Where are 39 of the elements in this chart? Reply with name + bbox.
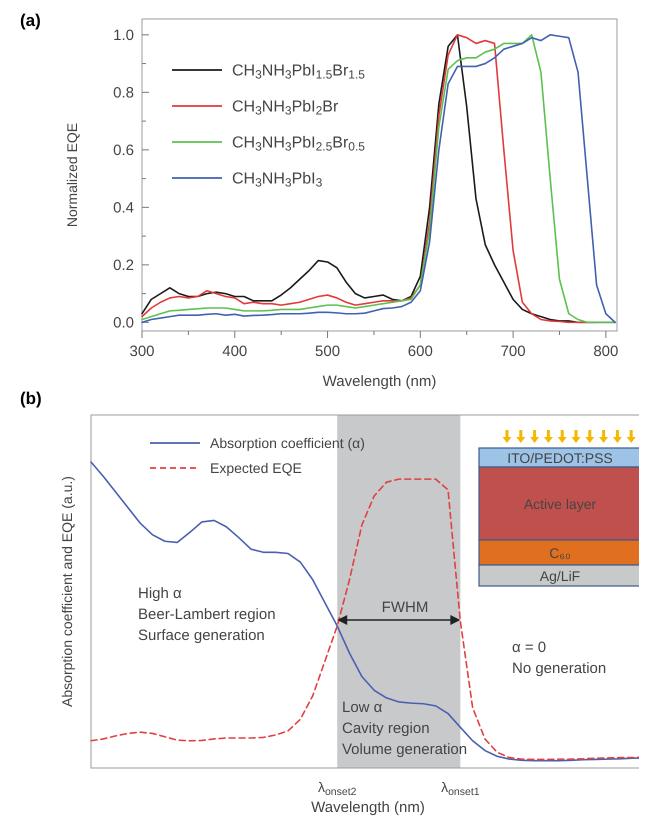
annotation: High α (138, 585, 182, 602)
annotation: Beer-Lambert region (138, 606, 276, 623)
annotation: Low α (342, 699, 383, 716)
annotation: ITO/PEDOT:PSS (507, 450, 613, 466)
legend-label: Expected EQE (210, 460, 302, 476)
x-tick-label: 600 (408, 343, 433, 360)
legend-label: Absorption coefficient (α) (210, 434, 365, 451)
x-tick-label: 700 (500, 343, 526, 360)
x-tick-label: 300 (129, 343, 155, 360)
annotation: Cavity region (342, 720, 430, 737)
y-tick-label: 0.2 (113, 257, 134, 274)
x-tick-label: λ$_{onset1}$ (441, 779, 480, 798)
annotation: Ag/LiF (540, 568, 580, 584)
y-axis-title: Normalized EQE (64, 122, 80, 228)
x-tick-label: λ$_{onset2}$ (318, 779, 357, 798)
x-axis-title: Wavelength (nm) (322, 373, 436, 390)
y-axis-title: Absorption coefficient and EQE (a.u.) (59, 476, 75, 707)
y-tick-label: 0.0 (113, 314, 134, 332)
annotation: Active layer (524, 496, 597, 512)
x-tick-label: 400 (222, 343, 248, 360)
y-tick-label: 0.6 (113, 142, 134, 160)
y-tick-label: 0.4 (113, 200, 134, 217)
x-tick-label: 800 (593, 343, 618, 360)
annotation: α = 0 (512, 639, 546, 656)
chart-title: (b) (20, 389, 42, 408)
annotation: Volume generation (342, 741, 468, 758)
annotation: No generation (512, 660, 606, 677)
legend-label: CH$_{3}$NH$_{3}$PbI$_{2.5}$Br$_{0.5}$ (232, 134, 366, 154)
legend-label: CH$_{3}$NH$_{3}$PbI$_{3}$ (232, 170, 323, 190)
annotation: FWHM (382, 599, 428, 616)
legend-label: CH$_{3}$NH$_{3}$PbI$_{1.5}$Br$_{1.5}$ (232, 62, 366, 82)
chart-title: (a) (20, 11, 41, 30)
annotation: Surface generation (138, 627, 265, 644)
y-tick-label: 0.8 (113, 84, 134, 102)
legend-label: CH$_{3}$NH$_{3}$PbI$_{2}$Br (232, 98, 339, 118)
y-tick-label: 1.0 (113, 27, 134, 44)
x-axis-title: Wavelength (nm) (311, 799, 425, 816)
x-tick-label: 500 (315, 343, 340, 360)
annotation: C₆₀ (549, 545, 571, 561)
